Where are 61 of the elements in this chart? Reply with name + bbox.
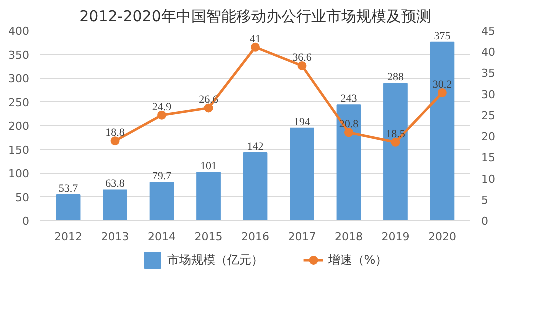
x-tick-label: 2012 [54, 230, 83, 244]
chart-title: 2012-2020年中国智能移动办公行业市场规模及预测 [80, 8, 432, 26]
bar [384, 83, 408, 220]
x-tick-label: 2020 [428, 230, 456, 244]
y2-tick-label: 20 [482, 130, 496, 144]
x-tick-label: 2015 [194, 230, 223, 244]
bar [430, 42, 455, 220]
legend-label: 增速（%） [328, 252, 388, 268]
point [438, 88, 447, 98]
bar [103, 190, 128, 220]
data-label: 101 [200, 160, 218, 173]
point [298, 61, 307, 70]
y-tick-label: 150 [8, 144, 30, 157]
y2-tick-label: 25 [482, 109, 496, 122]
data-label: 79.7 [152, 170, 172, 183]
y-tick-label: 50 [16, 191, 30, 204]
x-tick-label: 2017 [288, 230, 316, 244]
y-tick-label: 250 [8, 96, 30, 110]
bar [196, 172, 221, 220]
x-tick-label: 2013 [101, 230, 130, 244]
data-label: 288 [387, 72, 404, 84]
data-label: 243 [340, 93, 358, 106]
data-label: 53.7 [58, 182, 79, 195]
y2-tick-label: 5 [482, 194, 488, 207]
y2-tick-label: 0 [482, 215, 488, 228]
y-tick-label: 0 [22, 215, 30, 228]
y-tick-label: 300 [8, 72, 30, 86]
y2-tick-label: 35 [482, 67, 496, 80]
y2-tick-label: 15 [482, 152, 496, 165]
data-label: 30.2 [432, 78, 452, 91]
y-tick-label: 400 [8, 25, 30, 38]
y-tick-label: 350 [8, 48, 30, 62]
data-label: 63.8 [106, 178, 126, 190]
y2-tick-label: 10 [482, 172, 496, 186]
x-tick-label: 2018 [334, 230, 363, 244]
x-tick-label: 2016 [242, 230, 270, 244]
point [158, 110, 167, 120]
y-tick-label: 200 [8, 120, 30, 133]
y2-tick-label: 40 [482, 46, 496, 60]
data-label: 142 [247, 141, 264, 154]
point [344, 128, 354, 138]
data-label: 36.6 [292, 52, 312, 64]
bar [150, 182, 174, 220]
bar [336, 104, 362, 220]
data-label: 375 [434, 30, 452, 42]
point [204, 104, 214, 113]
y-tick-label: 100 [8, 168, 30, 180]
bar [290, 128, 314, 220]
point [110, 136, 120, 146]
x-tick-label: 2014 [148, 230, 176, 244]
bar [243, 152, 268, 220]
data-label: 18.8 [106, 127, 126, 140]
data-label: 41 [250, 33, 261, 46]
y2-tick-label: 30 [482, 88, 496, 102]
data-label: 24.9 [152, 101, 172, 114]
legend-label: 市场规模（亿元） [167, 252, 264, 268]
data-label: 194 [294, 116, 311, 128]
bar [56, 194, 81, 220]
y2-tick-label: 45 [482, 25, 496, 38]
point [251, 42, 260, 52]
x-tick-label: 2019 [382, 230, 410, 244]
